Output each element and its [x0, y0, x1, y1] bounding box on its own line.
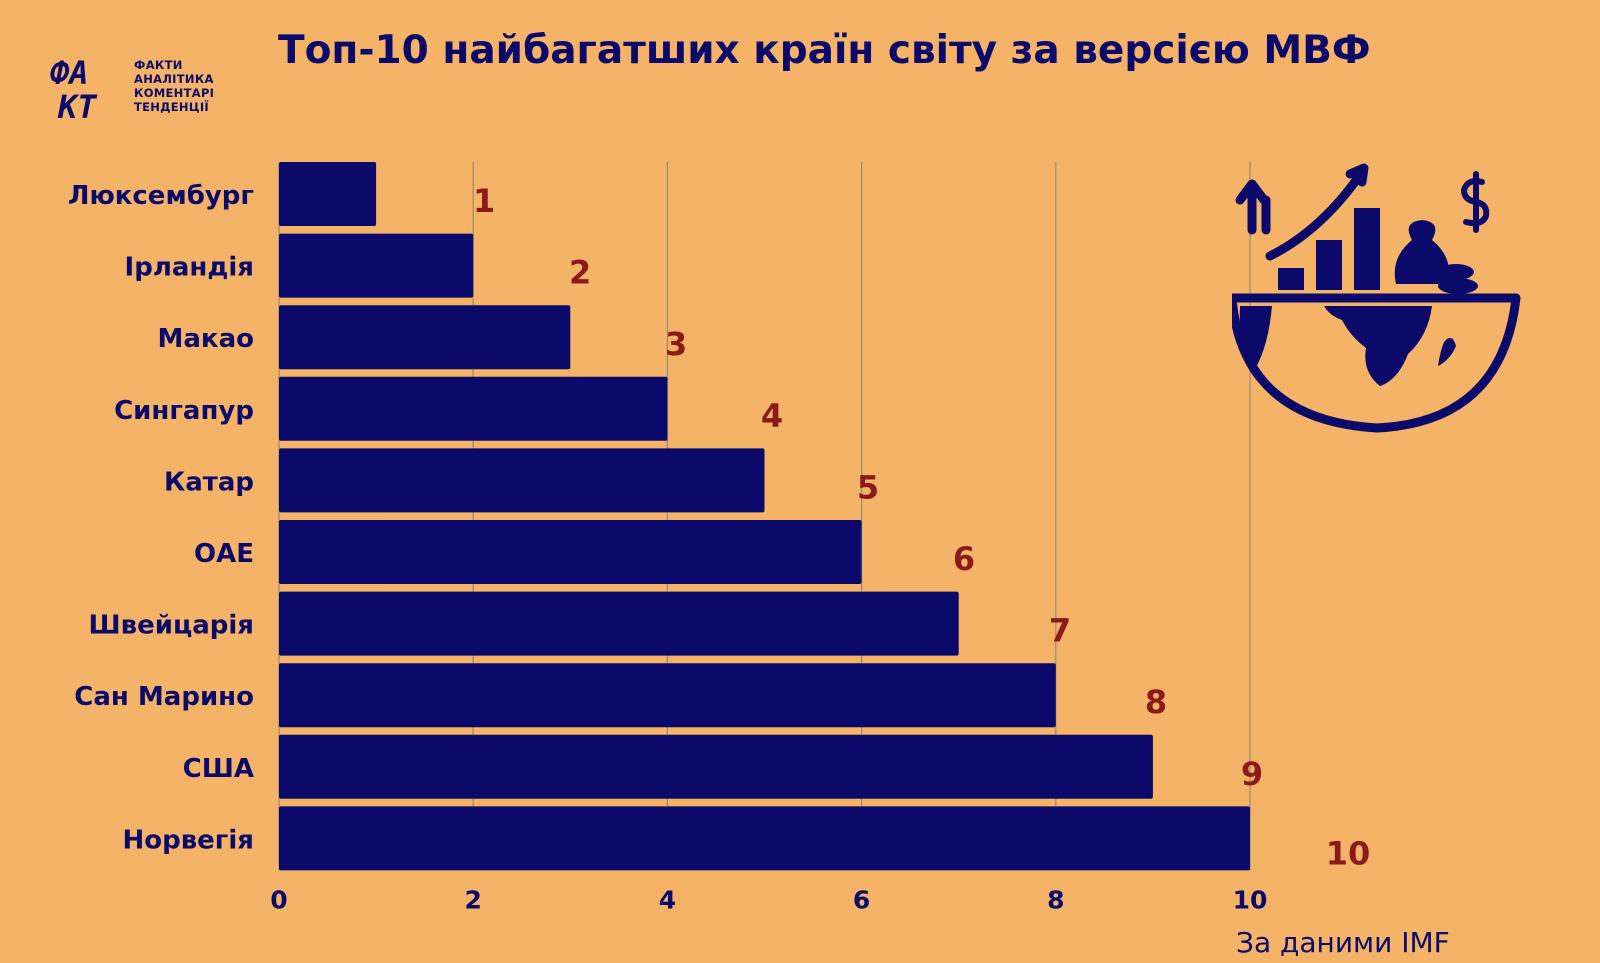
category-label: Норвегія	[122, 825, 254, 855]
value-label: 8	[1145, 683, 1167, 721]
value-label: 7	[1049, 612, 1071, 650]
value-label: 5	[857, 468, 879, 506]
bar	[279, 305, 571, 370]
value-label: 10	[1326, 834, 1371, 872]
bar	[279, 663, 1056, 728]
value-label: 6	[953, 540, 975, 578]
category-label: Сингапур	[114, 396, 254, 426]
category-label: Катар	[164, 467, 254, 497]
bar	[279, 448, 765, 513]
category-label: США	[183, 754, 254, 784]
x-tick-label: 4	[659, 885, 676, 914]
bar	[279, 734, 1153, 799]
x-tick-label: 2	[464, 885, 481, 914]
logo-mark-bottom: КТ	[57, 88, 98, 124]
category-label: ОАЕ	[194, 539, 254, 569]
x-tick-label: 10	[1233, 885, 1268, 914]
bar	[279, 520, 862, 584]
bar	[279, 806, 1250, 871]
x-tick-label: 6	[853, 885, 870, 914]
logo-line: ТЕНДЕНЦІЇ	[134, 100, 209, 114]
category-label: Сан Марино	[74, 682, 254, 712]
category-label: Люксембург	[68, 181, 254, 211]
source-note: За даними IMF	[1236, 926, 1450, 959]
value-label: 1	[473, 182, 495, 220]
logo-line: АНАЛІТИКА	[134, 72, 214, 86]
category-label: Макао	[158, 324, 254, 354]
bar	[279, 162, 377, 226]
logo-mark: ФА КТ	[50, 54, 98, 124]
logo-line: КОМЕНТАРІ	[134, 86, 215, 100]
chart-title: Топ-10 найбагатших країн світу за версіє…	[278, 28, 1371, 73]
logo-line: ФАКТИ	[134, 58, 183, 72]
bar	[279, 591, 959, 656]
bar	[279, 376, 668, 441]
globe-money-growth-icon	[1232, 163, 1521, 433]
value-label: 9	[1241, 755, 1263, 793]
x-tick-label: 0	[270, 885, 287, 914]
logo-mark-top: ФА	[50, 54, 89, 92]
logo-text: ФАКТИ АНАЛІТИКА КОМЕНТАРІ ТЕНДЕНЦІЇ	[134, 58, 214, 114]
x-tick-label: 8	[1047, 885, 1064, 914]
brand-logo: ФА КТ ФАКТИ АНАЛІТИКА КОМЕНТАРІ ТЕНДЕНЦІ…	[48, 52, 238, 124]
value-label: 2	[569, 254, 591, 292]
value-label: 3	[665, 325, 687, 363]
value-label: 4	[761, 397, 783, 435]
category-label: Швейцарія	[89, 611, 254, 641]
category-label: Ірландія	[125, 253, 254, 283]
bar	[279, 233, 474, 298]
